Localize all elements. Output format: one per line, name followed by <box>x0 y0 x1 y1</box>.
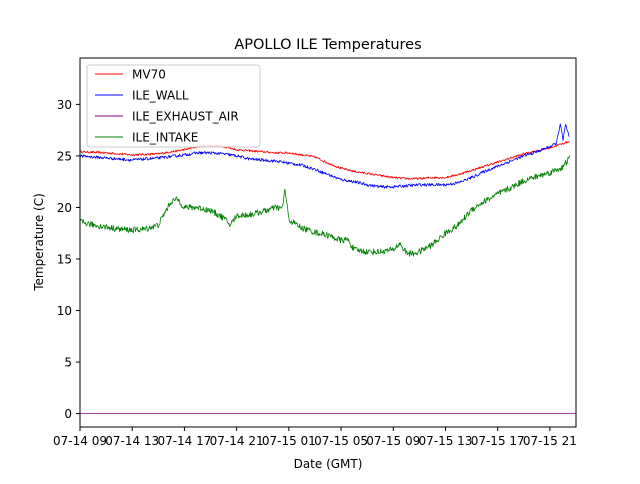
y-tick-label: 30 <box>57 98 72 112</box>
y-tick-label: 10 <box>57 304 72 318</box>
legend-box <box>86 64 261 148</box>
chart-title: APOLLO ILE Temperatures <box>234 37 421 53</box>
y-tick-label: 20 <box>57 201 72 215</box>
series-layer <box>79 123 576 414</box>
x-tick-label: 07-15 13 <box>418 434 472 448</box>
x-tick-label: 07-15 21 <box>523 434 577 448</box>
x-tick-label: 07-15 01 <box>262 434 316 448</box>
x-tick-label: 07-14 17 <box>157 434 211 448</box>
legend-label: ILE_INTAKE <box>132 131 198 145</box>
x-tick-label: 07-14 09 <box>53 434 107 448</box>
legend-label: ILE_EXHAUST_AIR <box>132 110 239 124</box>
x-tick-label: 07-15 09 <box>366 434 420 448</box>
legend-entries: MV70 ILE_WALL ILE_EXHAUST_AIR ILE_INTAKE <box>95 68 239 145</box>
series-line-mv70 <box>79 140 570 181</box>
x-axis-label: Date (GMT) <box>294 457 363 471</box>
y-tick-label: 25 <box>57 149 72 163</box>
x-tick-label: 07-14 13 <box>105 434 159 448</box>
y-axis-ticks: 0 5 10 15 20 25 30 <box>57 98 80 421</box>
x-tick-label: 07-15 05 <box>314 434 368 448</box>
legend: MV70 ILE_WALL ILE_EXHAUST_AIR ILE_INTAKE <box>86 64 261 148</box>
y-tick-label: 5 <box>64 356 72 370</box>
legend-label: MV70 <box>132 68 166 82</box>
y-tick-label: 0 <box>64 407 72 421</box>
series-line-ile-intake <box>79 155 570 257</box>
y-tick-label: 15 <box>57 252 72 266</box>
series-line-ile-wall <box>79 123 570 189</box>
x-tick-label: 07-14 21 <box>210 434 264 448</box>
plot-frame <box>79 57 577 428</box>
x-tick-label: 07-15 17 <box>471 434 525 448</box>
legend-label: ILE_WALL <box>132 89 189 103</box>
y-axis-label: Temperature (C) <box>32 193 46 292</box>
